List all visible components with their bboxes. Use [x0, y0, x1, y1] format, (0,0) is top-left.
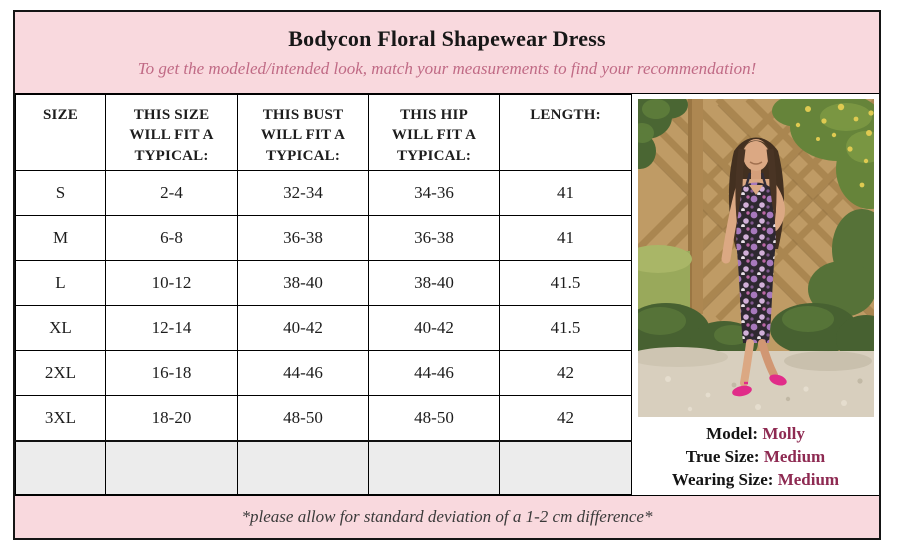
table-row: S 2-4 32-34 34-36 41 [15, 170, 632, 216]
cell-length: 42 [499, 395, 632, 441]
col-header-size: SIZE [15, 94, 106, 171]
table-header-row: SIZE THIS SIZE WILL FIT A TYPICAL: THIS … [15, 94, 632, 171]
model-figure [721, 137, 787, 397]
cell-fit: 18-20 [105, 395, 238, 441]
col-header-fit: THIS SIZE WILL FIT A TYPICAL: [105, 94, 238, 171]
cell-fit: 16-18 [105, 350, 238, 396]
wearing-size-value: Medium [777, 470, 840, 489]
cell-length: 41 [499, 170, 632, 216]
cell-bust: 44-46 [237, 350, 369, 396]
model-info-line: Model: Molly [672, 422, 839, 445]
model-info-line: Wearing Size: Medium [672, 468, 839, 491]
cell-length: 42 [499, 350, 632, 396]
cell-hip: 34-36 [368, 170, 500, 216]
cell-length: 41.5 [499, 305, 632, 351]
cell-size: M [15, 215, 106, 261]
model-photo-panel: Model: Molly True Size: Medium Wearing S… [632, 94, 879, 495]
cell-size: 3XL [15, 395, 106, 441]
cell-bust: 40-42 [237, 305, 369, 351]
cell-hip: 48-50 [368, 395, 500, 441]
cell-size: XL [15, 305, 106, 351]
cell-hip: 44-46 [368, 350, 500, 396]
table-row: M 6-8 36-38 36-38 41 [15, 215, 632, 261]
cell-size: 2XL [15, 350, 106, 396]
cell-bust: 36-38 [237, 215, 369, 261]
cell-length: 41 [499, 215, 632, 261]
model-label: Model: [706, 424, 759, 443]
content-area: SIZE THIS SIZE WILL FIT A TYPICAL: THIS … [15, 94, 879, 495]
cell-fit: 12-14 [105, 305, 238, 351]
model-info-line: True Size: Medium [672, 445, 839, 468]
header-band: Bodycon Floral Shapewear Dress To get th… [15, 12, 879, 94]
table-row-empty [15, 439, 632, 495]
deviation-note: *please allow for standard deviation of … [241, 507, 653, 526]
cell-bust: 48-50 [237, 395, 369, 441]
table-row: L 10-12 38-40 38-40 41.5 [15, 260, 632, 306]
table-row: 3XL 18-20 48-50 48-50 42 [15, 395, 632, 441]
cell-fit: 6-8 [105, 215, 238, 261]
col-header-length: LENGTH: [499, 94, 632, 171]
size-chart-sheet: Bodycon Floral Shapewear Dress To get th… [13, 10, 881, 540]
cell-fit: 2-4 [105, 170, 238, 216]
cell-fit: 10-12 [105, 260, 238, 306]
size-chart-table: SIZE THIS SIZE WILL FIT A TYPICAL: THIS … [15, 94, 632, 495]
cell-size: S [15, 170, 106, 216]
table-row: 2XL 16-18 44-46 44-46 42 [15, 350, 632, 396]
model-photo [637, 99, 874, 417]
model-info: Model: Molly True Size: Medium Wearing S… [672, 422, 839, 491]
wearing-size-label: Wearing Size: [671, 470, 774, 489]
cell-length: 41.5 [499, 260, 632, 306]
model-value: Molly [762, 424, 805, 443]
table-row: XL 12-14 40-42 40-42 41.5 [15, 305, 632, 351]
page-title: Bodycon Floral Shapewear Dress [288, 26, 606, 52]
col-header-hip: THIS HIP WILL FIT A TYPICAL: [368, 94, 500, 171]
footer-band: *please allow for standard deviation of … [15, 495, 879, 538]
cell-hip: 38-40 [368, 260, 500, 306]
cell-size: L [15, 260, 106, 306]
cell-bust: 38-40 [237, 260, 369, 306]
true-size-value: Medium [763, 447, 826, 466]
cell-hip: 40-42 [368, 305, 500, 351]
col-header-bust: THIS BUST WILL FIT A TYPICAL: [237, 94, 369, 171]
cell-bust: 32-34 [237, 170, 369, 216]
cell-hip: 36-38 [368, 215, 500, 261]
page-subtitle: To get the modeled/intended look, match … [137, 58, 757, 78]
true-size-label: True Size: [685, 447, 760, 466]
